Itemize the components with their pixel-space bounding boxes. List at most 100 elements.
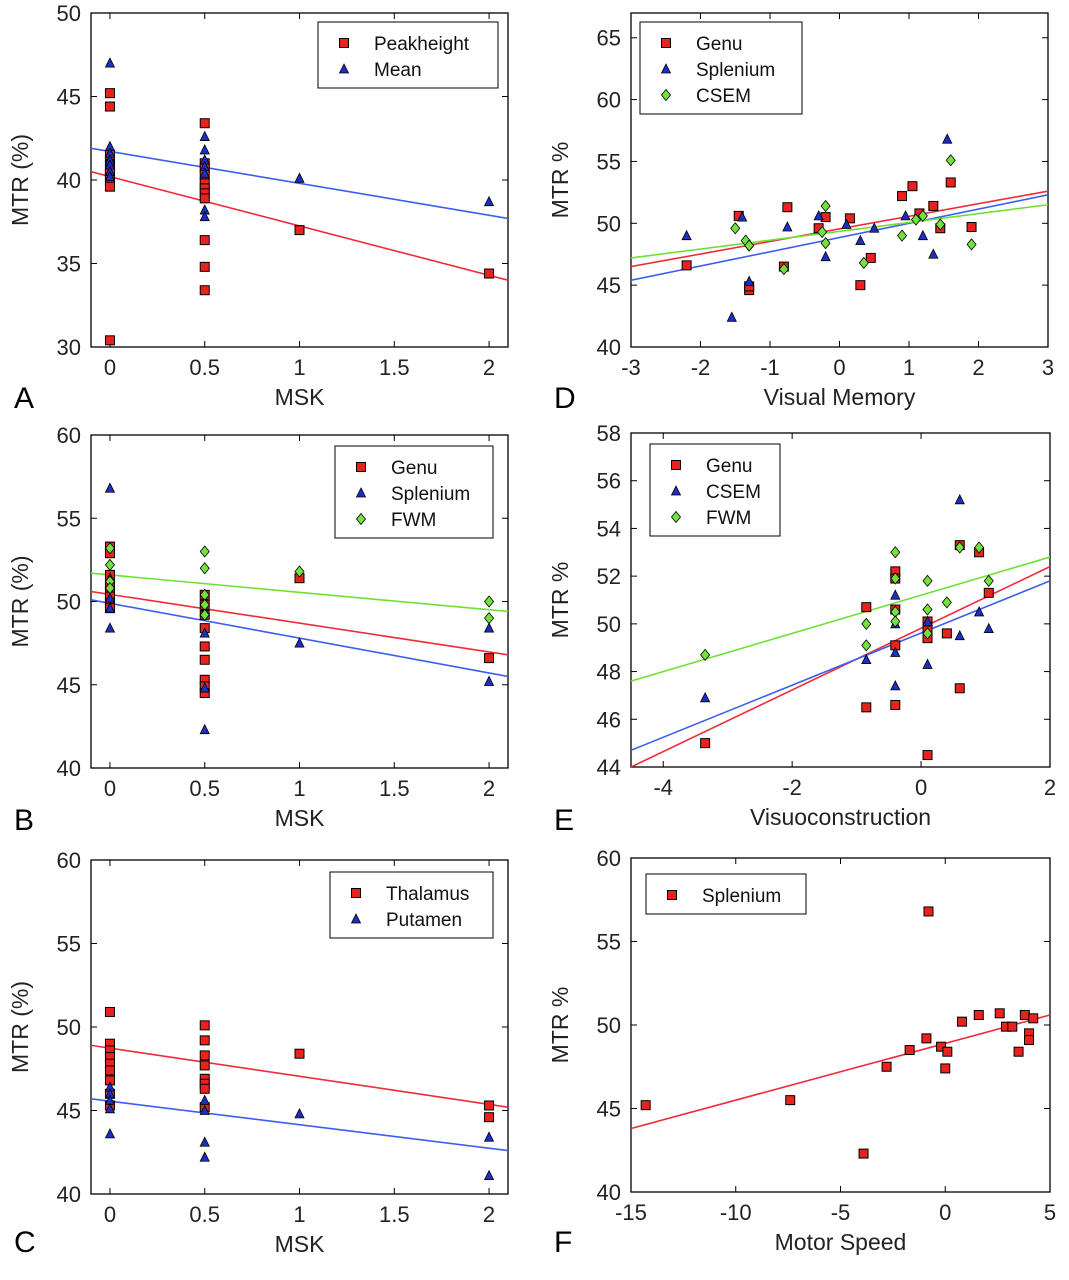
legend-box	[649, 443, 781, 537]
chart-panel-d: -3 -2 -1 0 1 2 3 40 45 50 55 60 65 Visual Memory MTR %…	[547, 12, 1054, 415]
x-tick-label: 5	[1044, 1200, 1056, 1225]
legend-label: Splenium	[702, 886, 781, 907]
legend-marker-putamen	[350, 913, 362, 924]
data-point-splenium	[199, 682, 210, 693]
data-point-thalamus	[199, 1083, 210, 1094]
legend-marker-fwm	[670, 510, 682, 524]
y-tick-label: 45	[57, 85, 81, 110]
data-point-thalamus	[199, 1035, 210, 1046]
x-tick-label: 2	[972, 355, 984, 380]
data-layer	[631, 906, 1050, 1159]
data-point-thalamus	[199, 1020, 210, 1031]
data-point-mean	[199, 210, 210, 222]
data-point-peakheight	[104, 101, 115, 112]
y-tick-label: 40	[57, 168, 81, 193]
data-point-thalamus	[484, 1112, 495, 1123]
chart-panel-c: 0 0.5 1 1.5 2 40 45 50 55 60 MSK MTR (%) C Thalamus Pu…	[7, 848, 509, 1259]
data-point-fwm	[199, 608, 210, 621]
data-point-splenium	[881, 1061, 892, 1072]
x-tick-label: 1.5	[379, 355, 410, 380]
data-point-putamen	[483, 1169, 495, 1181]
chart-panel-a: 0 0.5 1 1.5 2 30 35 40 45 50 MSK MTR (%) A Peakheight…	[7, 1, 509, 415]
data-point-splenium	[869, 222, 880, 233]
legend-label: Putamen	[386, 910, 462, 931]
y-tick-label: 60	[57, 848, 81, 873]
data-point-splenium	[923, 906, 934, 917]
data-point-splenium	[957, 1016, 968, 1027]
x-tick-label: 1.5	[379, 1202, 410, 1227]
x-tick-label: 2	[483, 1202, 495, 1227]
y-tick-label: 35	[57, 252, 81, 277]
data-point-genu	[954, 683, 965, 694]
data-layer	[631, 493, 1050, 767]
data-point-peakheight	[199, 261, 210, 272]
y-tick-label: 55	[597, 930, 621, 955]
data-point-putamen	[199, 1136, 210, 1147]
data-point-fwm	[941, 596, 952, 609]
data-point-putamen	[483, 1131, 495, 1142]
panel-letter: D	[554, 382, 576, 415]
y-tick-label: 45	[597, 273, 621, 298]
y-tick-label: 44	[597, 755, 621, 780]
y-tick-label: 52	[597, 564, 621, 589]
x-tick-label: 0	[939, 1200, 951, 1225]
fit-line-csem	[631, 203, 1048, 259]
fit-line-splenium	[631, 194, 1048, 281]
x-tick-label: 0.5	[189, 776, 220, 801]
data-point-csem	[954, 629, 965, 641]
legend-marker-csem	[660, 88, 672, 102]
data-point-genu	[700, 738, 711, 749]
legend-marker-splenium	[355, 487, 367, 498]
data-point-splenium	[744, 275, 755, 286]
data-point-genu	[199, 654, 210, 665]
x-tick-label: 1	[903, 355, 915, 380]
data-point-fwm	[890, 615, 901, 628]
fit-line-putamen	[91, 1098, 508, 1152]
data-point-peakheight	[199, 285, 210, 296]
x-tick-label: -3	[621, 355, 641, 380]
data-point-csem	[820, 199, 831, 213]
x-tick-label: 0.5	[189, 355, 220, 380]
data-point-csem	[890, 589, 901, 600]
x-tick-label: 2	[483, 776, 495, 801]
legend-marker-genu	[661, 38, 671, 48]
legend-marker-mean	[338, 63, 350, 74]
x-tick-label: -10	[720, 1200, 752, 1225]
y-tick-label: 54	[597, 516, 621, 541]
y-tick-label: 56	[597, 469, 621, 494]
data-point-genu	[907, 181, 918, 192]
legend: Genu CSEM FWM	[649, 443, 781, 537]
data-point-genu	[941, 628, 952, 639]
data-point-fwm	[983, 574, 994, 588]
chart-panel-f: -15 -10 -5 0 5 40 45 50 55 60 Motor Speed MTR % F Spl…	[547, 846, 1056, 1259]
data-point-thalamus	[294, 1048, 305, 1059]
data-layer	[91, 57, 508, 346]
data-point-genu	[861, 602, 872, 613]
data-layer	[91, 482, 508, 735]
legend: Genu Splenium FWM	[334, 445, 494, 539]
data-point-genu	[844, 213, 855, 224]
data-point-mean	[104, 170, 116, 182]
data-point-fwm	[922, 627, 933, 640]
y-tick-label: 45	[57, 673, 81, 698]
x-tick-label: 3	[1042, 355, 1054, 380]
y-tick-label: 50	[597, 612, 621, 637]
data-point-genu	[484, 653, 495, 664]
data-point-putamen	[294, 1107, 305, 1119]
x-tick-label: 0	[104, 776, 116, 801]
legend-marker-csem	[670, 485, 682, 496]
x-axis-label: MSK	[275, 805, 326, 831]
y-axis-label: MTR %	[547, 142, 573, 219]
data-point-fwm	[890, 546, 901, 559]
data-point-splenium	[973, 1009, 984, 1020]
data-point-splenium	[1028, 1013, 1039, 1024]
data-point-csem	[820, 236, 831, 250]
legend-label: Mean	[374, 60, 422, 81]
y-tick-label: 46	[597, 707, 621, 732]
y-tick-label: 58	[597, 421, 621, 446]
data-point-fwm	[954, 541, 965, 554]
x-axis-label: Visual Memory	[764, 384, 916, 410]
x-axis-label: Motor Speed	[775, 1229, 907, 1255]
data-point-fwm	[861, 617, 872, 630]
data-point-csem	[890, 679, 901, 691]
